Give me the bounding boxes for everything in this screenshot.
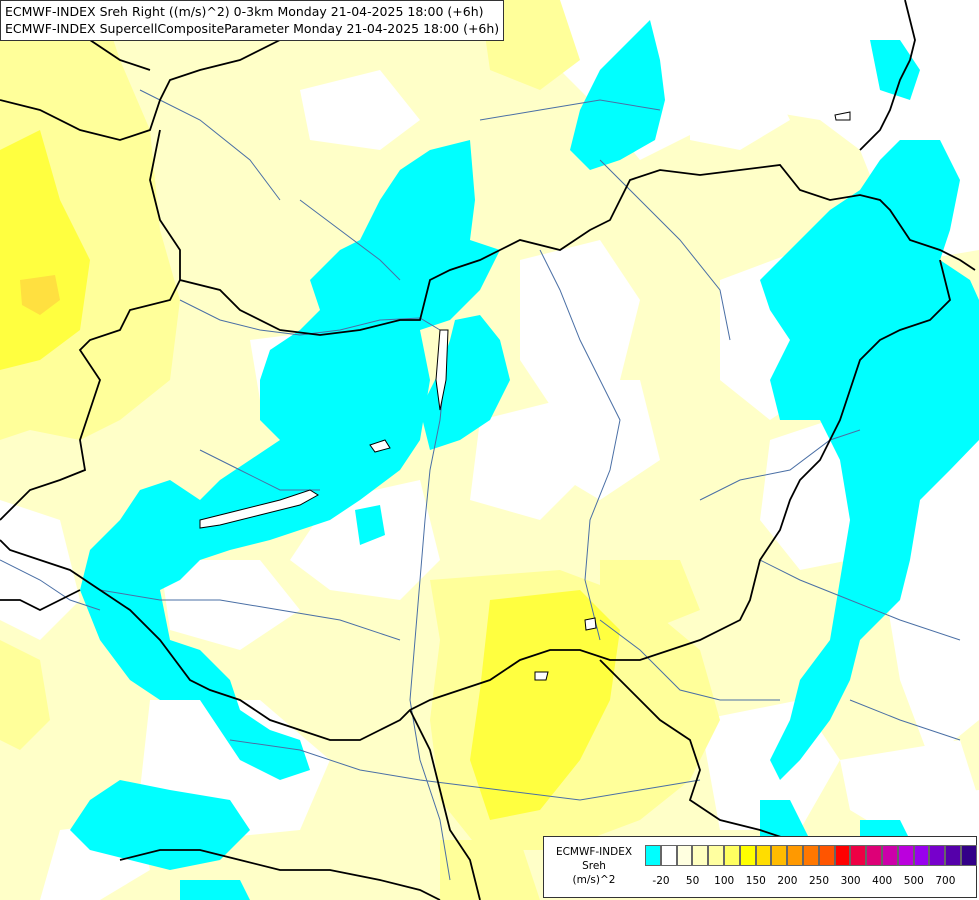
legend-swatch-13 [850, 845, 867, 866]
map-title-line-2: ECMWF-INDEX SupercellCompositeParameter … [5, 21, 500, 36]
legend-swatch-5 [723, 845, 740, 866]
legend-swatch-4 [708, 845, 724, 866]
legend-swatch-2 [676, 845, 693, 866]
legend-tick-2: 100 [714, 875, 735, 887]
legend-swatch-12 [834, 845, 851, 866]
legend-swatches [645, 845, 977, 866]
legend-swatch-18 [929, 845, 946, 866]
legend-tick-3: 150 [745, 875, 766, 887]
legend-ticks: -20 50 100 150 200 250 300 400 500 700 [645, 875, 975, 889]
legend-tick-9: 700 [935, 875, 956, 887]
legend-swatch-14 [866, 845, 882, 866]
legend-swatch-11 [818, 845, 835, 866]
map-title-box: ECMWF-INDEX Sreh Right ((m/s)^2) 0-3km M… [0, 0, 505, 41]
legend-title-line-3: (m/s)^2 [572, 874, 616, 886]
map-title-line-1: ECMWF-INDEX Sreh Right ((m/s)^2) 0-3km M… [5, 4, 484, 19]
legend-swatch-16 [897, 845, 914, 866]
legend-swatch-9 [787, 845, 803, 866]
legend-tick-8: 500 [903, 875, 924, 887]
legend-title: ECMWF-INDEX Sreh (m/s)^2 [548, 845, 640, 887]
legend-swatch-17 [913, 845, 930, 866]
legend-title-line-2: Sreh [582, 860, 606, 872]
legend-swatch-10 [802, 845, 819, 866]
lakes [199, 111, 851, 681]
legend-swatch-19 [945, 845, 961, 866]
legend-tick-4: 200 [777, 875, 798, 887]
legend-tick-6: 300 [840, 875, 861, 887]
legend-swatch-20 [960, 845, 977, 866]
legend-swatch-0 [645, 845, 661, 866]
legend-swatch-7 [755, 845, 772, 866]
legend-swatch-3 [692, 845, 709, 866]
legend-tick-7: 400 [872, 875, 893, 887]
gold-regions [20, 275, 60, 315]
color-legend: ECMWF-INDEX Sreh (m/s)^2 -20 50 100 150 200 2… [543, 836, 977, 898]
legend-swatch-8 [771, 845, 788, 866]
legend-swatch-1 [660, 845, 677, 866]
legend-tick-5: 250 [808, 875, 830, 887]
legend-tick-1: 50 [685, 875, 700, 887]
legend-swatch-15 [881, 845, 898, 866]
legend-swatch-6 [739, 845, 756, 866]
legend-title-line-1: ECMWF-INDEX [555, 846, 633, 858]
legend-tick-0: -20 [652, 875, 670, 887]
